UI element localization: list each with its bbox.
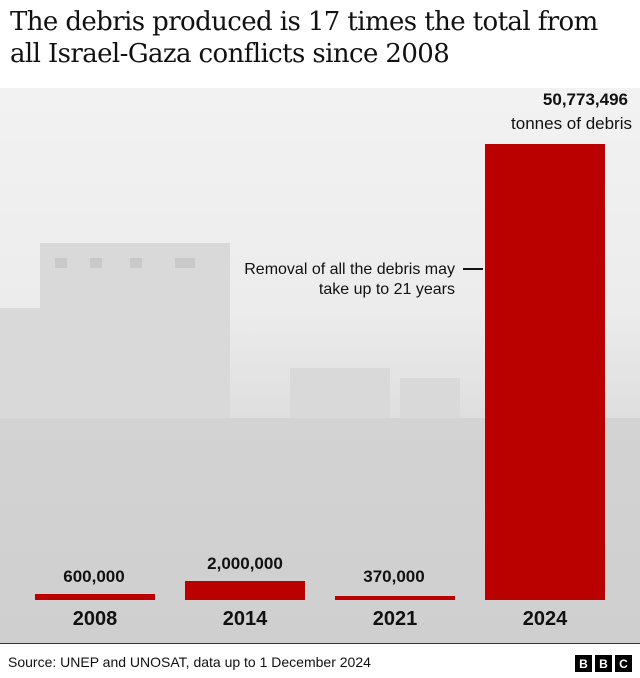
value-label-2008: 600,000	[63, 567, 125, 586]
background-window	[175, 258, 195, 268]
bbc-logo-letter: C	[615, 655, 632, 672]
bbc-logo-letter: B	[595, 655, 612, 672]
background-window	[55, 258, 67, 268]
source-note: Source: UNEP and UNOSAT, data up to 1 De…	[8, 654, 371, 670]
bar-2024	[485, 144, 605, 600]
bar-2014	[185, 581, 305, 600]
footer-divider	[0, 643, 640, 644]
bbc-logo: B B C	[575, 655, 632, 672]
year-label-2008: 2008	[72, 608, 118, 630]
background-window	[130, 258, 142, 268]
year-label-2021: 2021	[372, 608, 418, 630]
annotation: Removal of all the debris may take up to…	[244, 261, 455, 298]
bbc-logo-letter: B	[575, 655, 592, 672]
value-label-2014: 2,000,000	[207, 554, 283, 573]
value-label-2021: 370,000	[363, 567, 425, 586]
bar-2008	[35, 594, 155, 600]
value-label-2024: 50,773,496	[542, 90, 628, 109]
background-window	[90, 258, 102, 268]
chart-title: The debris produced is 17 times the tota…	[10, 7, 598, 69]
unit-label: tonnes of debris	[511, 114, 632, 133]
chart-area: 50,773,496 tonnes of debris Removal of a…	[0, 88, 640, 643]
year-label-2014: 2014	[222, 608, 268, 630]
year-label-2024: 2024	[522, 608, 568, 630]
annotation-line	[463, 268, 483, 270]
bar-2021	[335, 596, 455, 600]
